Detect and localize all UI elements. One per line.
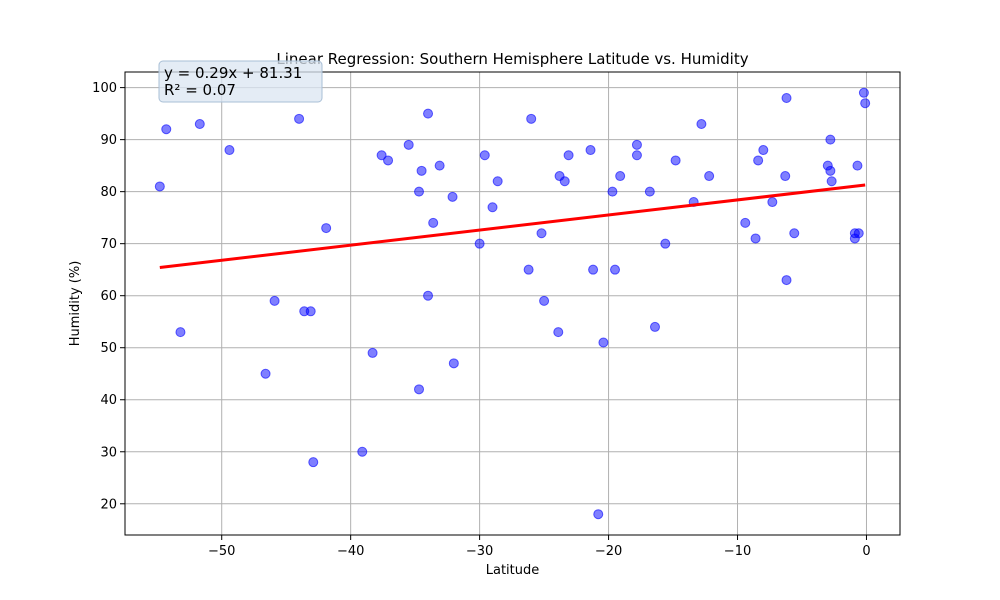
y-tick-label: 50 <box>100 341 117 356</box>
data-point <box>487 202 498 213</box>
data-point <box>269 295 280 306</box>
data-point <box>781 93 792 104</box>
data-point <box>383 155 394 166</box>
data-point <box>428 217 439 228</box>
data-point <box>321 223 332 234</box>
data-point <box>615 171 626 182</box>
data-point <box>825 165 836 176</box>
data-point <box>423 290 434 301</box>
data-point <box>367 347 378 358</box>
data-point <box>416 165 427 176</box>
x-tick-label: −40 <box>337 544 364 559</box>
data-point <box>750 233 761 244</box>
data-point <box>294 113 305 124</box>
data-point <box>536 228 547 239</box>
data-point <box>553 327 564 338</box>
data-point <box>563 150 574 161</box>
annotation-equation: y = 0.29x + 81.31 <box>164 64 302 82</box>
y-tick-label: 60 <box>100 289 117 304</box>
data-point <box>479 150 490 161</box>
x-tick-label: −50 <box>208 544 235 559</box>
data-point <box>585 145 596 156</box>
annotation-box <box>158 60 323 103</box>
y-tick-label: 90 <box>100 133 117 148</box>
data-point <box>154 181 165 192</box>
data-point <box>740 217 751 228</box>
data-point <box>781 275 792 286</box>
data-point <box>434 160 445 171</box>
data-point <box>767 197 778 208</box>
data-point <box>852 160 863 171</box>
data-point <box>224 145 235 156</box>
data-point <box>860 98 871 109</box>
data-point <box>610 264 621 275</box>
y-tick-label: 30 <box>100 445 117 460</box>
regression-annotation: y = 0.29x + 81.31 R² = 0.07 <box>158 60 323 103</box>
data-point <box>607 186 618 197</box>
y-tick-label: 40 <box>100 393 117 408</box>
data-point <box>753 155 764 166</box>
data-point <box>858 87 869 98</box>
y-tick-label: 80 <box>100 185 117 200</box>
data-point <box>414 186 425 197</box>
axis-ticks: −50 −40 −30 −20 −10 0 20 30 40 50 60 70 80 90 100 <box>92 81 870 559</box>
data-point <box>161 124 172 135</box>
x-tick-label: −10 <box>724 544 751 559</box>
data-point <box>825 134 836 145</box>
y-tick-label: 20 <box>100 497 117 512</box>
data-point <box>853 228 864 239</box>
data-point <box>376 150 387 161</box>
x-tick-label: 0 <box>862 544 870 559</box>
annotation-r-squared: R² = 0.07 <box>164 81 236 99</box>
data-points <box>154 87 871 520</box>
data-point <box>631 150 642 161</box>
x-tick-label: −20 <box>595 544 622 559</box>
data-point <box>644 186 655 197</box>
data-point <box>526 113 537 124</box>
chart-title: Linear Regression: Southern Hemisphere L… <box>276 50 748 68</box>
data-point <box>593 509 604 520</box>
regression-line <box>159 183 866 270</box>
data-point <box>789 228 800 239</box>
regression-line-group <box>159 183 866 270</box>
y-axis-label: Humidity (%) <box>68 261 83 347</box>
data-point <box>260 368 271 379</box>
data-point <box>357 446 368 457</box>
data-point <box>423 108 434 119</box>
y-tick-label: 100 <box>92 81 117 96</box>
data-point <box>826 176 837 187</box>
data-point <box>598 337 609 348</box>
data-point <box>660 238 671 249</box>
data-point <box>704 171 715 182</box>
y-tick-label: 70 <box>100 237 117 252</box>
data-point <box>448 358 459 369</box>
data-point <box>492 176 503 187</box>
data-point <box>308 457 319 468</box>
data-point <box>696 119 707 130</box>
data-point <box>403 139 414 150</box>
data-point <box>414 384 425 395</box>
x-tick-label: −30 <box>466 544 493 559</box>
data-point <box>780 171 791 182</box>
data-point <box>588 264 599 275</box>
data-point <box>523 264 534 275</box>
data-point <box>670 155 681 166</box>
grid <box>125 72 900 535</box>
data-point <box>175 327 186 338</box>
data-point <box>539 295 550 306</box>
data-point <box>649 321 660 332</box>
x-axis-label: Latitude <box>486 563 540 578</box>
plot-area <box>124 71 901 536</box>
data-point <box>305 306 316 317</box>
data-point <box>758 145 769 156</box>
data-point <box>447 191 458 202</box>
data-point <box>559 176 570 187</box>
data-point <box>474 238 485 249</box>
data-point <box>194 119 205 130</box>
data-point <box>631 139 642 150</box>
